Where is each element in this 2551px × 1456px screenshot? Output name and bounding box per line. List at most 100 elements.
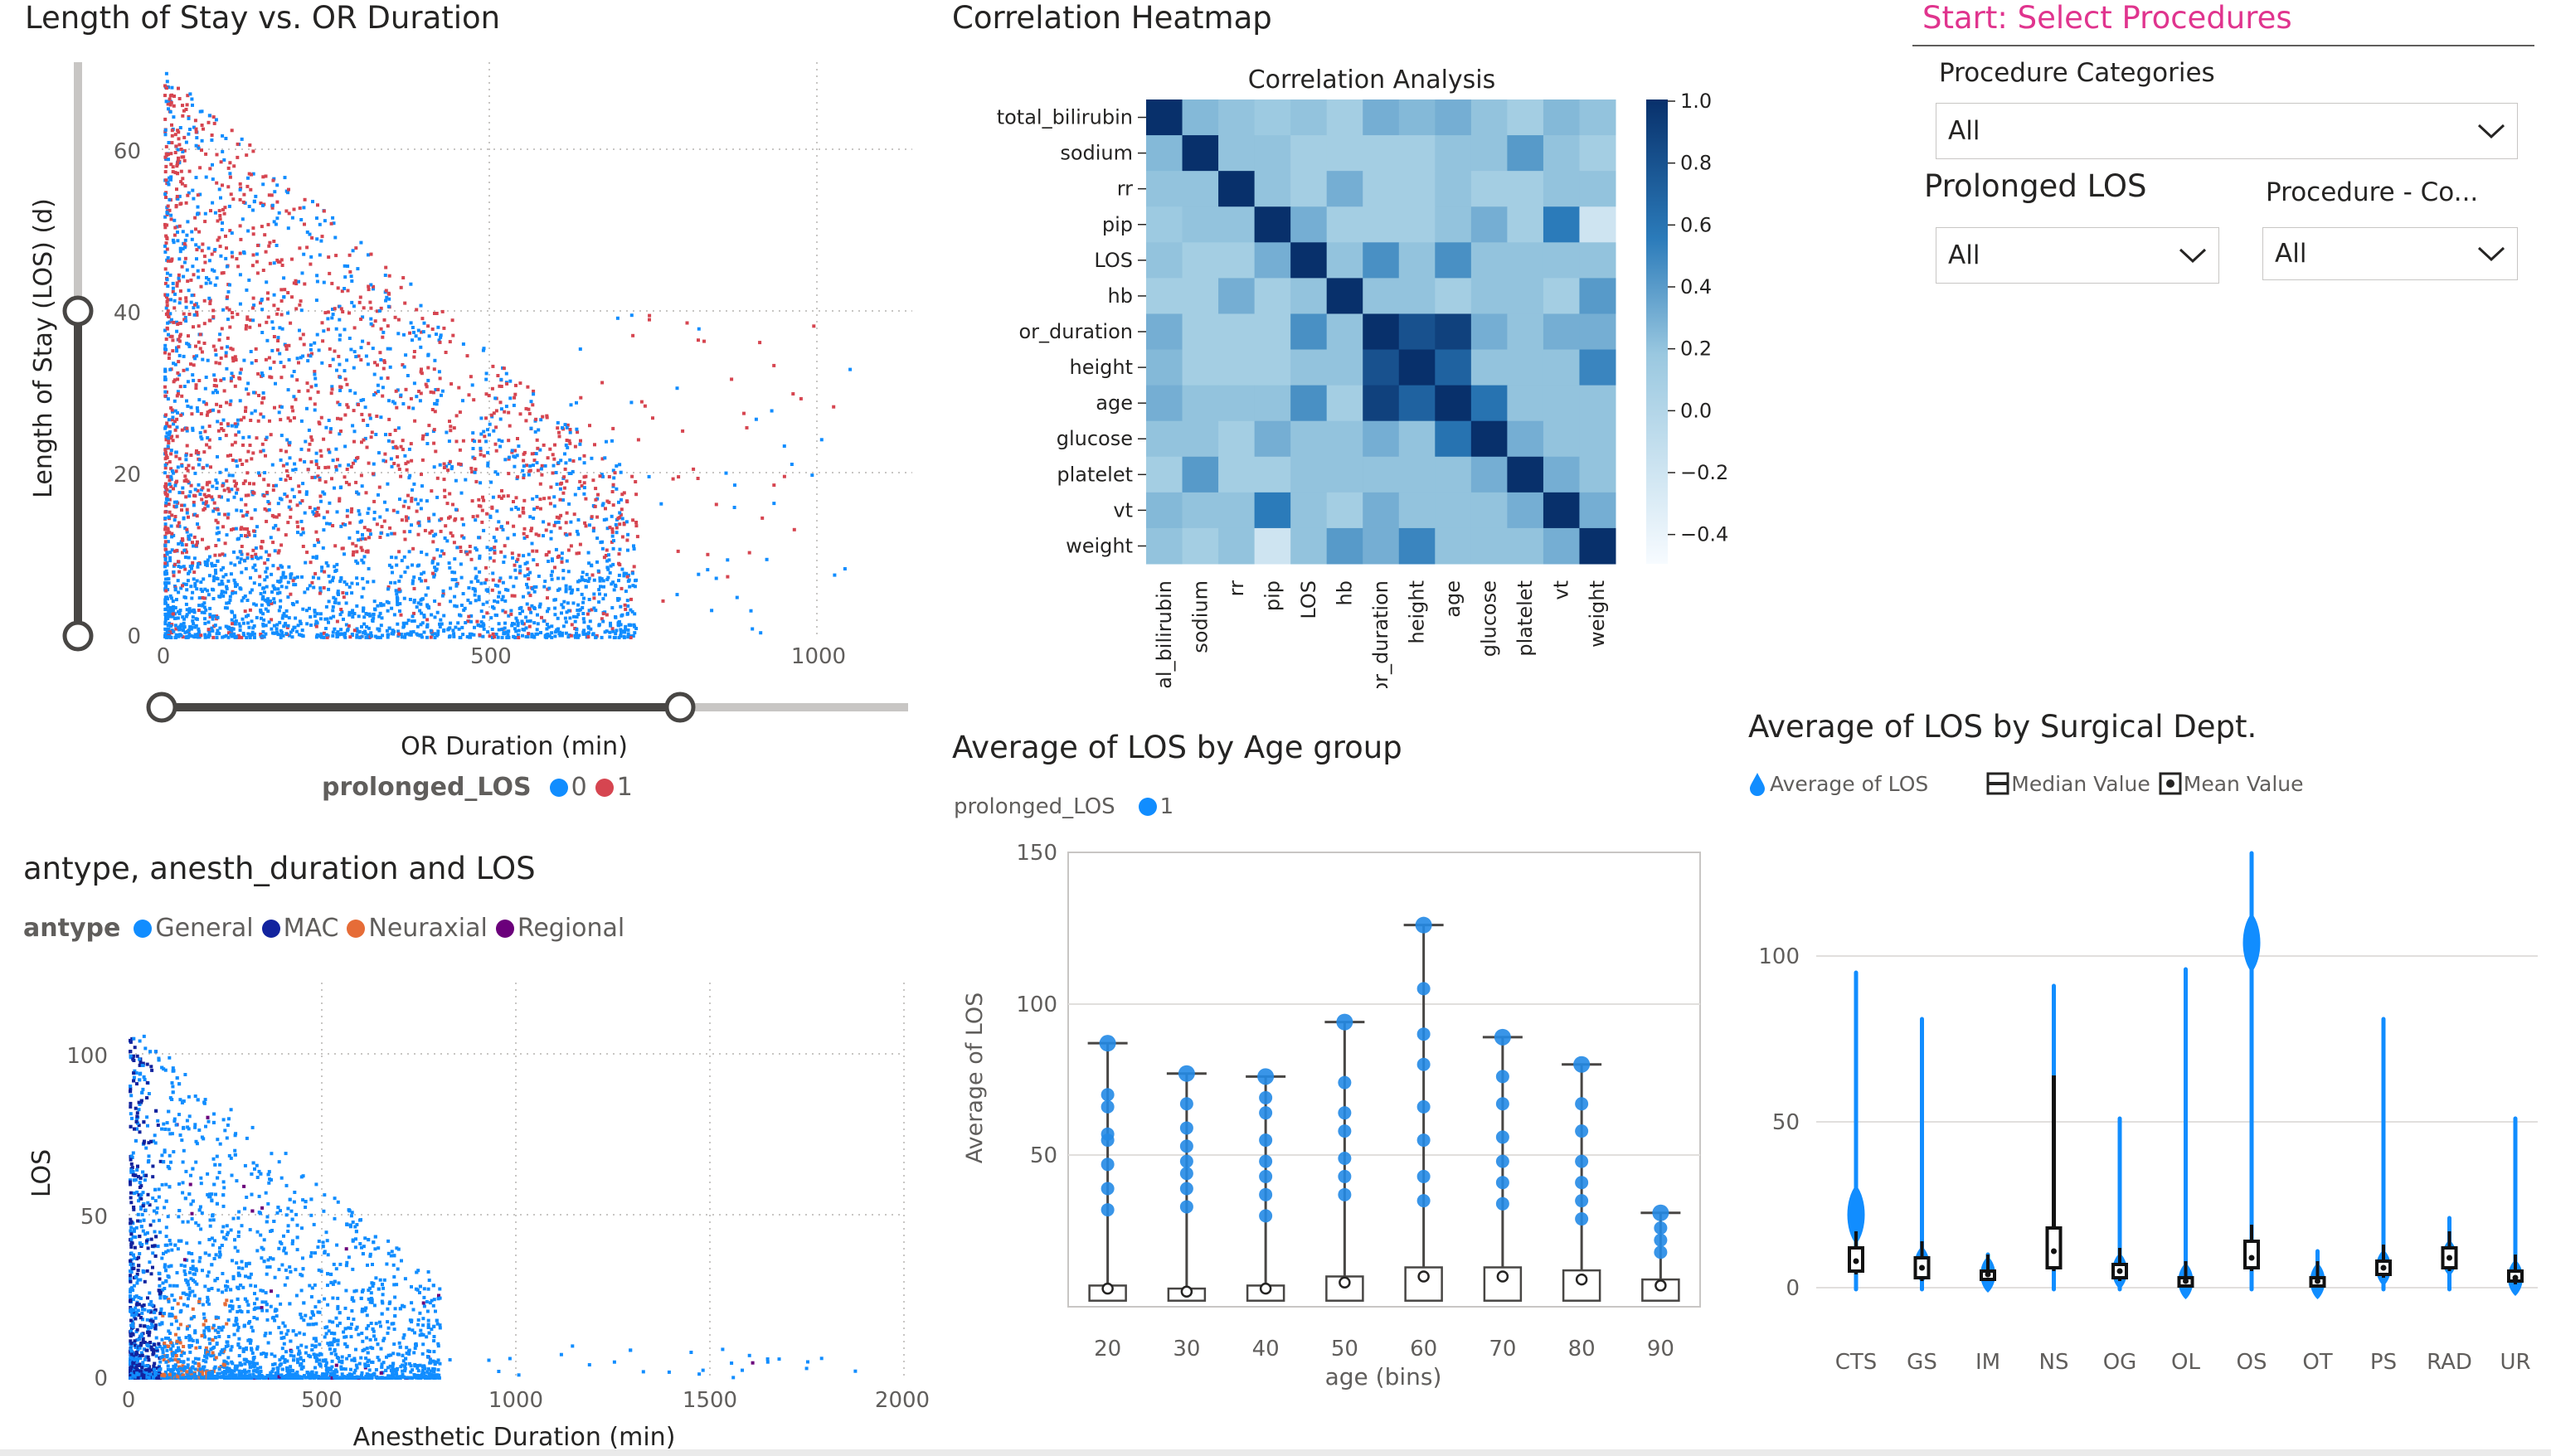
y-slider-handle-top[interactable]: [62, 295, 94, 327]
scatter-point: [170, 85, 174, 90]
scatter-point: [338, 304, 342, 308]
scatter-point: [676, 549, 680, 553]
scatter-point: [216, 420, 220, 424]
scatter-point: [412, 599, 416, 602]
prolonged-los-dropdown[interactable]: All: [1936, 227, 2219, 284]
scatter-point: [412, 600, 416, 604]
scatter-point: [176, 197, 180, 201]
scatter-point: [207, 494, 211, 497]
scatter-point: [386, 304, 391, 308]
scatter-point: [482, 347, 486, 351]
scatter-point: [347, 1326, 351, 1330]
heatmap-cell: [1218, 99, 1256, 136]
scatter-point: [171, 281, 175, 285]
scatter-point: [275, 623, 279, 627]
scatter-point: [176, 524, 180, 528]
scatter-point: [191, 466, 195, 470]
scatter-point: [228, 283, 231, 287]
heatmap-cell: [1507, 385, 1544, 422]
scatter-point: [549, 536, 553, 541]
scatter-point: [550, 624, 554, 629]
legend-label[interactable]: General: [155, 914, 254, 943]
scatter-point: [511, 556, 515, 560]
scatter-point: [286, 474, 290, 478]
scatter-point: [415, 605, 419, 609]
scatter-point: [197, 230, 202, 234]
scatter-point: [252, 635, 256, 639]
scatter-point: [350, 633, 354, 636]
scatter-point: [325, 617, 329, 621]
scatter-point: [242, 527, 246, 531]
scatter-point: [513, 392, 517, 396]
scatter-point: [265, 519, 269, 523]
scatter-point: [415, 509, 419, 513]
heatmap-cell: [1470, 171, 1508, 207]
scatter-point: [177, 560, 180, 564]
scatter-point: [401, 621, 406, 625]
legend-label[interactable]: Neuraxial: [368, 914, 488, 943]
scatter-point: [270, 627, 274, 631]
scatter-point: [247, 172, 251, 176]
scatter-point: [233, 563, 237, 567]
scatter-point: [497, 628, 501, 632]
chevron-down-icon: [2179, 248, 2207, 264]
scatter-point: [196, 522, 199, 526]
scatter-point: [359, 473, 363, 478]
scatter-point: [412, 619, 416, 623]
legend-label[interactable]: MAC: [283, 914, 339, 943]
scatter-point: [352, 326, 357, 330]
scatter-point: [396, 633, 401, 638]
scatter-point: [323, 570, 327, 574]
scatter-point: [284, 468, 289, 473]
scatter-point: [164, 531, 168, 535]
scatter-point: [284, 209, 289, 213]
scatter-point: [201, 268, 205, 272]
heatmap-cell: [1363, 385, 1400, 422]
scatter-point: [625, 538, 629, 542]
scatter-point: [404, 462, 408, 466]
legend-label[interactable]: 1: [616, 773, 633, 802]
x-slider-handle-right[interactable]: [664, 692, 696, 723]
scatter-point: [251, 208, 255, 212]
scatter-point: [177, 334, 182, 338]
scatter-point: [363, 632, 367, 636]
legend-label[interactable]: Regional: [517, 914, 625, 943]
scatter-point: [534, 452, 538, 456]
y-slider-handle-bottom[interactable]: [62, 620, 94, 652]
scatter-point: [512, 585, 516, 589]
scatter-point: [538, 448, 542, 452]
scatter-point: [327, 599, 331, 604]
scatter-point: [380, 525, 384, 529]
scatter-point: [391, 629, 395, 633]
scatter-point: [504, 588, 508, 592]
scatter-point: [299, 356, 303, 360]
scatter-point: [626, 635, 630, 639]
scatter-point: [345, 382, 349, 386]
scatter-point: [366, 613, 370, 617]
heatmap-cell: [1543, 99, 1580, 136]
scatter-point: [491, 571, 495, 575]
x-tick: 0: [157, 644, 171, 669]
heatmap-cell: [1435, 349, 1472, 386]
scatter-point: [617, 561, 621, 565]
scatter-point: [241, 435, 245, 439]
legend-label[interactable]: 0: [571, 773, 587, 802]
scatter-point: [164, 178, 168, 182]
scatter-point: [586, 612, 590, 616]
scatter-point: [165, 211, 169, 215]
scatter-point: [272, 515, 276, 519]
scatter-point: [292, 395, 296, 399]
colorbar-tick-label: −0.4: [1680, 523, 1728, 546]
scatter-point: [560, 556, 564, 561]
procedure-co-dropdown[interactable]: All: [2262, 227, 2518, 280]
scatter-point: [192, 378, 196, 382]
x-slider-handle-left[interactable]: [146, 692, 177, 723]
scatter-point: [270, 193, 274, 197]
heatmap-cell: [1363, 278, 1400, 314]
procedure-categories-dropdown[interactable]: All: [1936, 103, 2518, 159]
scatter-point: [263, 598, 267, 602]
heatmap-cell: [1182, 206, 1219, 243]
scatter-point: [496, 374, 500, 377]
scatter-point: [567, 633, 571, 637]
scatter-point: [177, 609, 180, 614]
